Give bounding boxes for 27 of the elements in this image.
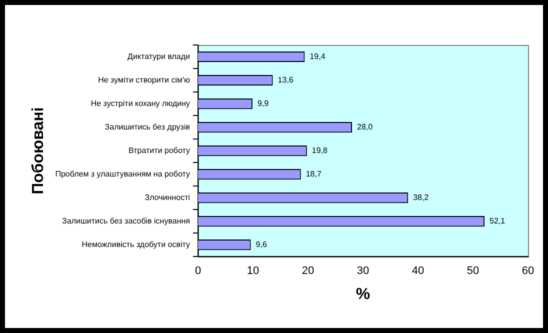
y-tick-label: Залишитись без друзів (104, 122, 190, 132)
x-tick-label: 60 (522, 265, 534, 278)
x-tick-label: 30 (356, 265, 370, 278)
y-axis-title: Побоювані (30, 107, 48, 194)
y-tick-label: Неможливість здобути освіту (82, 240, 190, 250)
y-tick-label: Залишитись без засобів існування (62, 216, 190, 226)
x-tick-label: 50 (466, 265, 480, 278)
data-label: 9,9 (257, 98, 270, 108)
x-axis-title: % (356, 286, 370, 303)
data-label: 28,0 (357, 122, 374, 132)
data-label: 38,2 (413, 193, 430, 202)
x-tick-label: 0 (194, 265, 202, 278)
data-label: 52,1 (490, 216, 506, 226)
data-label: 13,6 (278, 75, 294, 84)
data-label: 19,4 (310, 52, 326, 61)
data-label: 9,6 (256, 240, 268, 250)
x-tick-label: 40 (412, 265, 424, 278)
y-tick-label: Не зуміти створити сім'ю (98, 75, 190, 84)
y-tick-label: Злочинності (144, 193, 190, 202)
y-tick-label: Втратити роботу (128, 146, 190, 156)
x-tick-label: 10 (246, 265, 260, 278)
data-label: 18,7 (306, 170, 322, 179)
y-tick-label: Не зустріти кохану людину (90, 98, 190, 108)
y-tick-label: Диктатури влади (128, 52, 190, 61)
y-tick-label: Проблем з улаштуванням на роботу (55, 170, 190, 179)
data-label: 19,8 (312, 146, 328, 156)
x-tick-label: 20 (302, 265, 314, 278)
